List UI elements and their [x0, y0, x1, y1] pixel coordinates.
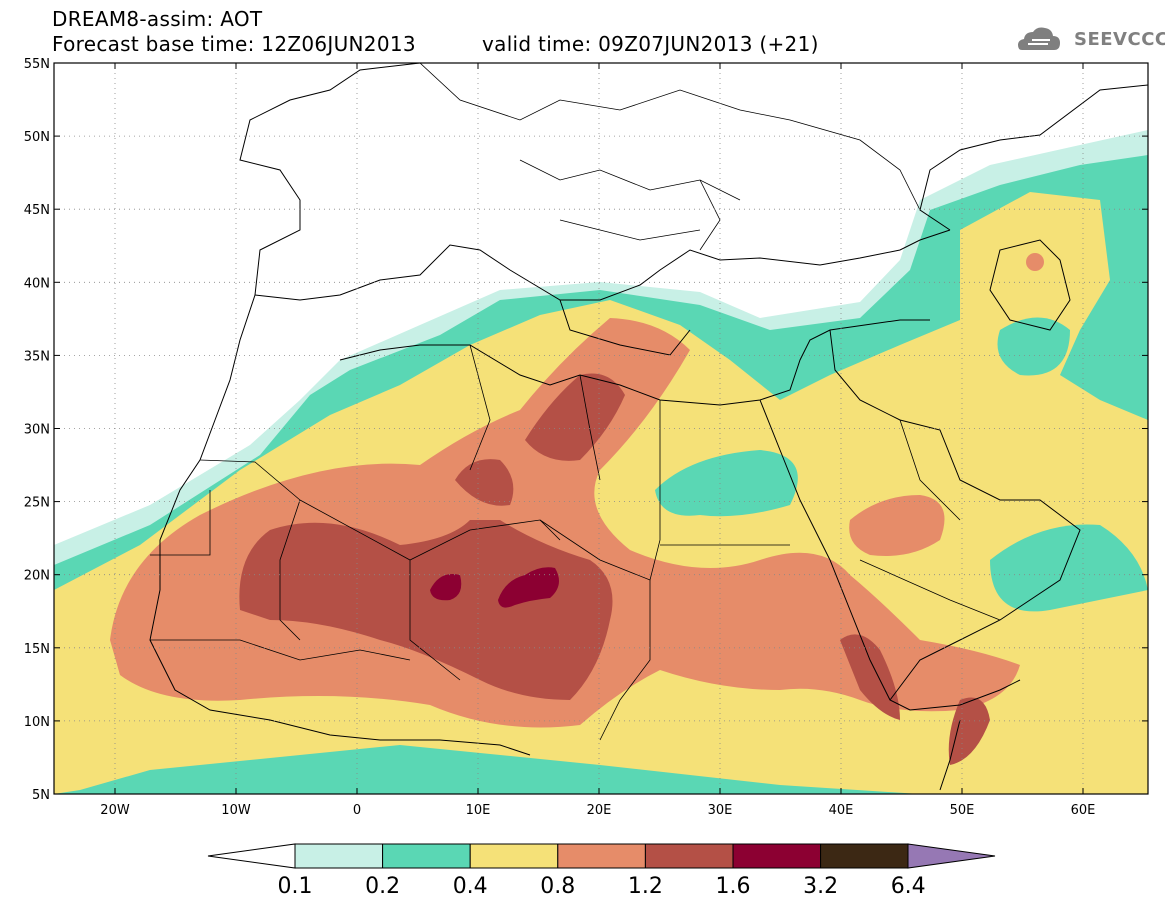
cloud-icon [1018, 27, 1060, 50]
lat-tick-label: 10N [24, 715, 50, 730]
map-axis-ticks: 55N 50N 45N 40N 35N 30N 25N 20N 15N 10N 5N 20W 10W 0 1… [24, 57, 1148, 818]
lon-tick-label: 10W [221, 803, 251, 818]
colorbar-swatch [820, 843, 909, 869]
colorbar-low-arrow [207, 843, 296, 869]
lat-tick-label: 50N [24, 130, 50, 145]
colorbar-swatch [557, 843, 646, 869]
aot-contour-1.2-chad [455, 459, 514, 506]
aot-contour-1.6-a [430, 574, 462, 601]
lat-tick-label: 45N [24, 203, 50, 218]
aot-field [54, 63, 1148, 794]
colorbar-level-label: 0.4 [453, 874, 488, 899]
logo-text: SEEVCCC [1074, 29, 1165, 50]
colorbar-swatch [294, 843, 384, 869]
lat-tick-label: 40N [24, 276, 50, 291]
colorbar-level-label: 3.2 [803, 874, 838, 899]
lon-tick-label: 20W [100, 803, 130, 818]
lat-tick-label: 20N [24, 569, 50, 584]
colorbar-level-label: 0.1 [278, 874, 313, 899]
aot-low-caspian [997, 317, 1070, 376]
lon-tick-label: 50E [950, 803, 975, 818]
map-title: DREAM8-assim: AOT [52, 7, 263, 31]
lon-tick-label: 30E [708, 803, 733, 818]
map-gridlines [54, 63, 1148, 794]
colorbar-level-label: 1.2 [628, 874, 663, 899]
lon-tick-label: 10E [466, 803, 491, 818]
colorbar-level-label: 0.8 [540, 874, 575, 899]
aot-contour-1.2 [239, 520, 613, 700]
lat-tick-label: 15N [24, 642, 50, 657]
lat-tick-label: 5N [32, 788, 50, 803]
colorbar-swatch [644, 843, 734, 869]
lon-tick-label: 60E [1071, 803, 1096, 818]
forecast-base-time: Forecast base time: 12Z06JUN2013 [52, 32, 416, 56]
colorbar-swatch [732, 843, 822, 869]
colorbar-level-label: 1.6 [716, 874, 751, 899]
aot-low-egypt [655, 450, 798, 517]
lon-tick-label: 0 [353, 803, 361, 818]
lon-tick-label: 20E [587, 803, 612, 818]
aot-colorbar: 0.1 0.2 0.4 0.8 1.2 1.6 3.2 6.4 [207, 843, 996, 899]
lat-tick-label: 35N [24, 349, 50, 364]
colorbar-level-label: 6.4 [891, 874, 926, 899]
aot-contour-1.2-libya [525, 373, 625, 461]
aot-contour-1.6-b [498, 567, 559, 608]
colorbar-level-label: 0.2 [365, 874, 400, 899]
colorbar-high-arrow [907, 843, 996, 869]
aot-contour-1.2-somalia [948, 697, 990, 765]
lon-tick-label: 40E [829, 803, 854, 818]
aot-low-arabia [990, 524, 1148, 612]
country-borders [150, 63, 1001, 741]
colorbar-swatch [469, 843, 559, 869]
aot-contour-0.8-caspian [1026, 253, 1044, 271]
aot-contour-0.8-arabia [849, 495, 945, 556]
aot-contour-1.2-redsea [840, 634, 900, 720]
lat-tick-label: 30N [24, 423, 50, 438]
lat-tick-label: 25N [24, 496, 50, 511]
colorbar-swatch [382, 843, 471, 869]
lat-tick-label: 55N [24, 57, 50, 72]
valid-time: valid time: 09Z07JUN2013 (+21) [482, 32, 819, 56]
